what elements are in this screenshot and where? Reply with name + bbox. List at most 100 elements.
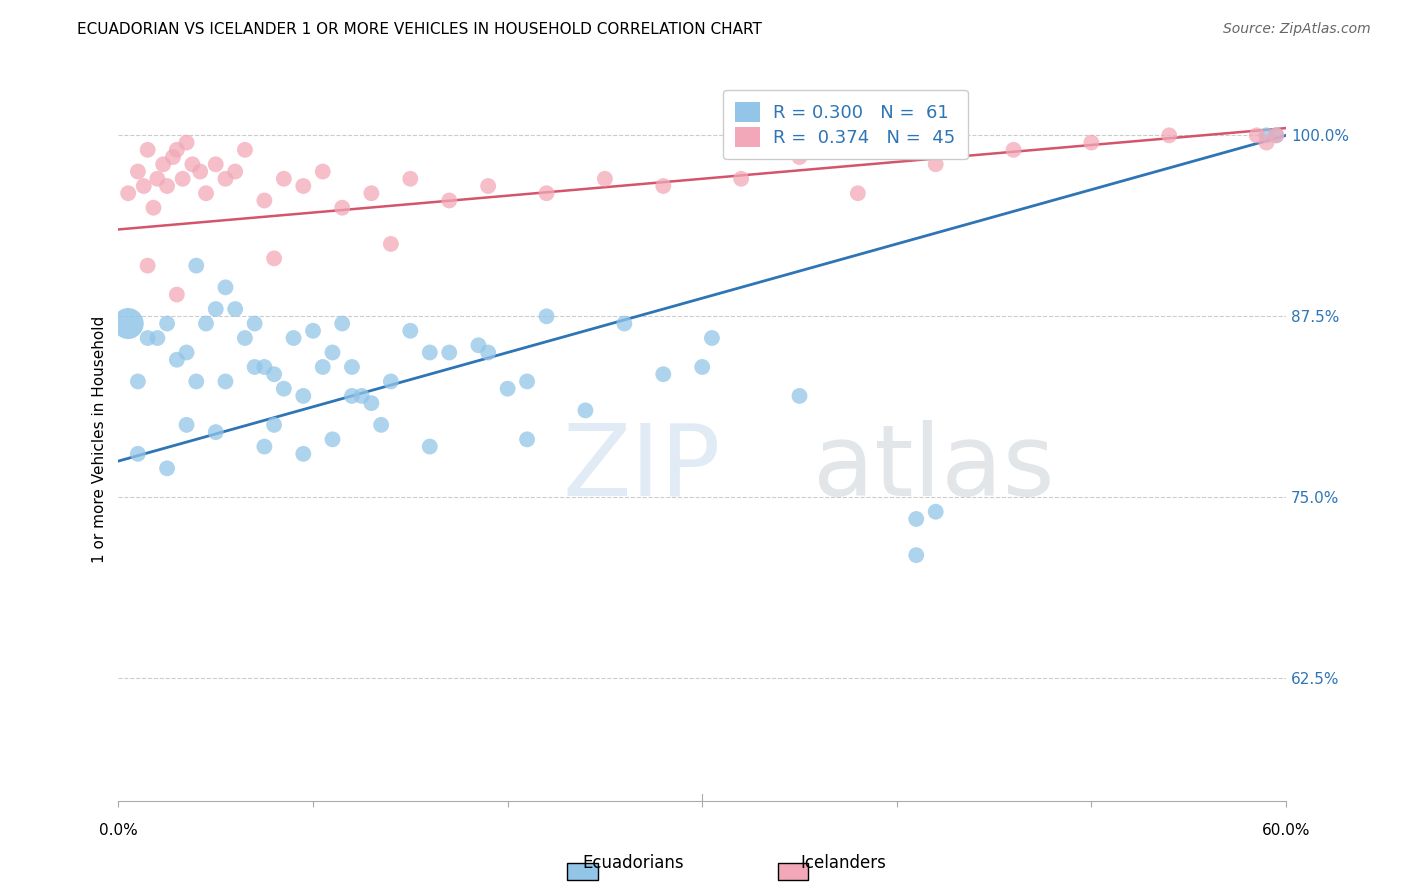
Legend: R = 0.300   N =  61, R =  0.374   N =  45: R = 0.300 N = 61, R = 0.374 N = 45 — [723, 90, 967, 160]
Point — [162, 150, 184, 164]
Point — [574, 403, 596, 417]
Point — [652, 179, 675, 194]
Point — [330, 201, 353, 215]
Point — [1256, 128, 1278, 143]
Point — [224, 301, 246, 316]
Point — [156, 179, 179, 194]
Point — [905, 512, 928, 526]
Point — [439, 194, 461, 208]
Point — [925, 157, 948, 171]
Point — [214, 171, 236, 186]
Point — [360, 186, 382, 201]
Point — [789, 150, 811, 164]
Point — [321, 345, 343, 359]
Point — [536, 310, 558, 324]
Point — [312, 359, 335, 374]
Point — [195, 317, 218, 331]
Point — [1159, 128, 1181, 143]
Point — [516, 375, 538, 389]
Point — [730, 171, 752, 186]
Point — [214, 280, 236, 294]
Point — [536, 186, 558, 201]
Point — [204, 157, 226, 171]
Point — [263, 417, 285, 432]
Point — [292, 179, 315, 194]
Text: Source: ZipAtlas.com: Source: ZipAtlas.com — [1223, 22, 1371, 37]
Point — [253, 440, 276, 454]
Point — [399, 171, 422, 186]
Point — [350, 389, 373, 403]
Point — [127, 375, 149, 389]
Point — [204, 425, 226, 439]
Point — [439, 345, 461, 359]
Y-axis label: 1 or more Vehicles in Household: 1 or more Vehicles in Household — [93, 316, 107, 563]
Text: Icelanders: Icelanders — [800, 855, 887, 872]
Point — [263, 252, 285, 266]
Point — [330, 317, 353, 331]
Point — [166, 287, 188, 301]
Point — [477, 179, 499, 194]
Point — [1080, 136, 1102, 150]
Point — [1265, 128, 1288, 143]
Text: ZIP: ZIP — [562, 420, 720, 516]
Point — [127, 447, 149, 461]
Point — [233, 143, 256, 157]
Point — [340, 359, 363, 374]
Point — [399, 324, 422, 338]
Point — [419, 440, 441, 454]
Point — [176, 345, 198, 359]
Point — [496, 382, 519, 396]
Text: Ecuadorians: Ecuadorians — [582, 855, 683, 872]
Point — [136, 331, 159, 345]
Point — [166, 352, 188, 367]
Point — [146, 171, 169, 186]
Point — [925, 505, 948, 519]
Point — [166, 143, 188, 157]
Text: 0.0%: 0.0% — [98, 823, 138, 838]
Point — [292, 447, 315, 461]
Point — [273, 171, 295, 186]
Point — [302, 324, 325, 338]
Point — [380, 375, 402, 389]
Point — [263, 368, 285, 382]
Text: atlas: atlas — [813, 420, 1054, 516]
Point — [1256, 136, 1278, 150]
Point — [360, 396, 382, 410]
Point — [1246, 128, 1268, 143]
Point — [204, 301, 226, 316]
Point — [224, 164, 246, 178]
Point — [846, 186, 869, 201]
Point — [152, 157, 174, 171]
Point — [233, 331, 256, 345]
Point — [195, 186, 218, 201]
Point — [467, 338, 489, 352]
Point — [380, 236, 402, 251]
Point — [340, 389, 363, 403]
Point — [1265, 128, 1288, 143]
Point — [477, 345, 499, 359]
Point — [214, 375, 236, 389]
Point — [136, 259, 159, 273]
Point — [419, 345, 441, 359]
Point — [176, 136, 198, 150]
Point — [132, 179, 155, 194]
Point — [283, 331, 305, 345]
Point — [516, 433, 538, 447]
Point — [613, 317, 636, 331]
Point — [188, 164, 211, 178]
Point — [273, 382, 295, 396]
Point — [292, 389, 315, 403]
Point — [1002, 143, 1025, 157]
Point — [136, 143, 159, 157]
Point — [253, 194, 276, 208]
Point — [690, 359, 713, 374]
Point — [243, 359, 266, 374]
Point — [156, 461, 179, 475]
Text: ECUADORIAN VS ICELANDER 1 OR MORE VEHICLES IN HOUSEHOLD CORRELATION CHART: ECUADORIAN VS ICELANDER 1 OR MORE VEHICL… — [77, 22, 762, 37]
Point — [652, 368, 675, 382]
Point — [181, 157, 204, 171]
Point — [370, 417, 392, 432]
Point — [312, 164, 335, 178]
Point — [186, 259, 208, 273]
Text: 60.0%: 60.0% — [1261, 823, 1310, 838]
